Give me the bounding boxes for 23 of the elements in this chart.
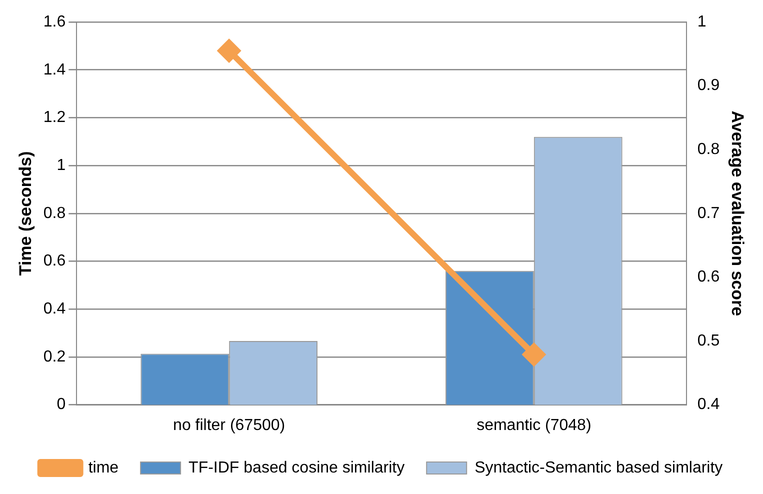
legend-label: Syntactic-Semantic based simlarity [474, 459, 723, 476]
y2-tick-label: 0.8 [697, 141, 720, 158]
y2-tick-label: 0.7 [697, 204, 720, 222]
y-tick-label: 1.4 [43, 61, 66, 78]
y-tick-label: 1.2 [43, 109, 66, 126]
y-axis-title: Time (seconds) [16, 151, 35, 276]
y-tick-label: 0.4 [43, 300, 66, 318]
y2-tick-label: 1 [697, 13, 706, 30]
y2-axis-title: Average evaluation score [728, 110, 748, 316]
y-tick-label: 1.6 [43, 13, 66, 30]
x-tick-label: no filter (67500) [173, 416, 286, 434]
y-tick-label: 0.6 [43, 252, 66, 270]
y-tick-label: 1 [56, 156, 66, 174]
y-tick-label: 0.2 [43, 348, 66, 366]
y2-tick-label: 0.9 [697, 77, 720, 94]
y2-tick-label: 0.6 [697, 268, 720, 286]
legend-label: time [88, 459, 119, 476]
x-tick-label: semantic (7048) [476, 416, 592, 434]
y-tick-label: 0.8 [43, 204, 66, 222]
y2-tick-label: 0.4 [697, 396, 720, 414]
legend-label: TF-IDF based cosine similarity [188, 459, 405, 476]
y2-tick-label: 0.5 [697, 332, 720, 350]
y-tick-label: 0 [56, 396, 66, 414]
